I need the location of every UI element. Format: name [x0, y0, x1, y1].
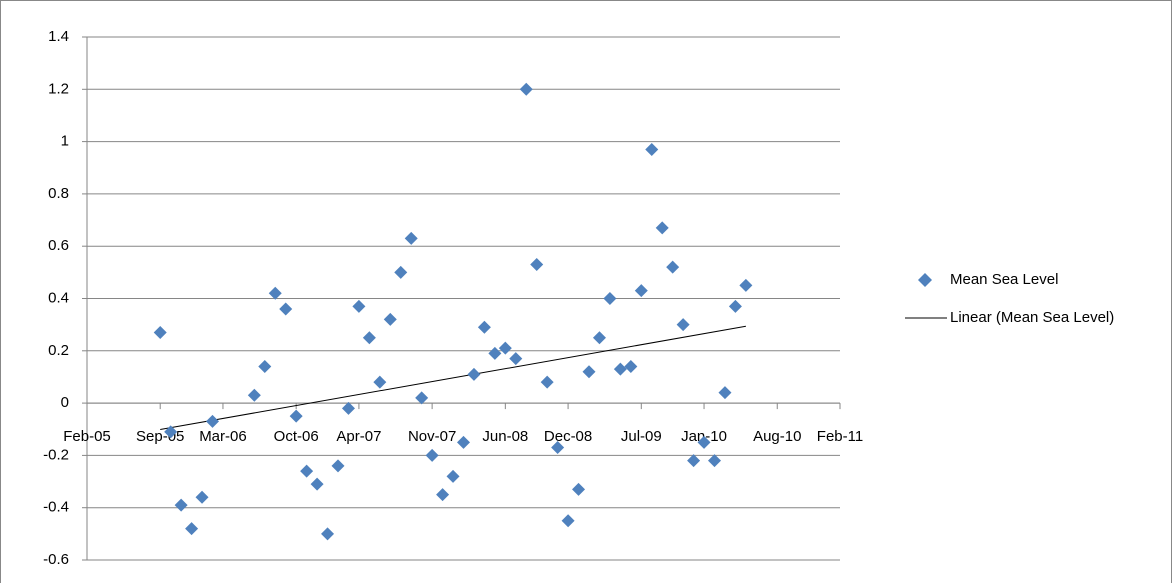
point	[634, 284, 648, 298]
point	[206, 414, 219, 428]
point	[310, 477, 324, 491]
point	[289, 409, 303, 423]
point	[540, 375, 554, 389]
point	[561, 514, 575, 528]
point	[185, 522, 199, 536]
x-tick-label: Oct-06	[274, 428, 319, 445]
x-tick-label: Nov-07	[408, 428, 456, 445]
point	[362, 331, 376, 345]
point	[352, 299, 366, 313]
point	[373, 375, 387, 389]
point	[446, 469, 460, 483]
x-tick-label: Feb-05	[63, 428, 111, 445]
point	[645, 142, 659, 156]
y-tick-label: -0.4	[43, 499, 69, 516]
y-tick-label: 1.4	[48, 28, 69, 45]
y-tick-label: 1	[61, 133, 69, 150]
point	[551, 441, 565, 455]
y-tick-label: 0.6	[48, 237, 69, 254]
point	[415, 391, 429, 405]
point	[509, 352, 523, 366]
point	[697, 435, 711, 449]
x-tick-label: Jul-09	[621, 428, 662, 445]
point	[477, 320, 491, 334]
y-tick-label: 0.2	[48, 342, 69, 359]
point	[331, 459, 345, 473]
point	[687, 454, 701, 468]
point	[582, 365, 596, 379]
point	[300, 464, 314, 478]
point	[728, 299, 742, 313]
point	[718, 386, 732, 400]
point	[174, 498, 188, 512]
point	[498, 341, 512, 355]
y-tick-label: -0.6	[43, 551, 69, 568]
trendline	[160, 325, 746, 431]
point	[404, 231, 418, 245]
point	[467, 367, 481, 381]
point	[425, 448, 439, 462]
point	[268, 286, 282, 300]
point	[655, 221, 669, 235]
point	[195, 490, 209, 504]
x-tick-label: Mar-06	[199, 428, 247, 445]
x-tick-label: Aug-10	[753, 428, 801, 445]
point	[436, 488, 450, 502]
point	[321, 527, 335, 541]
y-tick-label: 0	[61, 394, 69, 411]
legend-marker	[918, 273, 932, 287]
point	[530, 258, 544, 272]
point	[488, 346, 502, 360]
point	[519, 82, 533, 96]
point	[624, 359, 638, 373]
x-tick-label: Feb-11	[817, 428, 863, 445]
point	[613, 362, 627, 376]
point	[258, 359, 272, 373]
y-tick-label: -0.2	[43, 446, 69, 463]
point	[394, 265, 408, 279]
point	[383, 312, 397, 326]
point	[739, 278, 753, 292]
y-tick-label: 0.4	[48, 289, 69, 306]
point	[164, 425, 178, 439]
point	[676, 318, 690, 332]
point	[279, 302, 293, 316]
point	[592, 331, 606, 345]
legend-label: Linear (Mean Sea Level)	[950, 309, 1114, 326]
point	[603, 292, 617, 305]
y-tick-label: 0.8	[48, 185, 69, 202]
y-tick-label: 1.2	[48, 80, 69, 97]
point	[457, 435, 470, 449]
point	[708, 454, 721, 468]
point	[247, 388, 261, 402]
legend-label: Mean Sea Level	[950, 271, 1058, 288]
x-tick-label: Jun-08	[482, 428, 528, 445]
x-tick-label: Sep-05	[136, 428, 184, 445]
point	[572, 482, 586, 496]
x-tick-label: Apr-07	[336, 428, 381, 445]
x-tick-label: Dec-08	[544, 428, 592, 445]
point	[153, 325, 167, 339]
point	[341, 401, 355, 415]
point	[666, 260, 680, 274]
